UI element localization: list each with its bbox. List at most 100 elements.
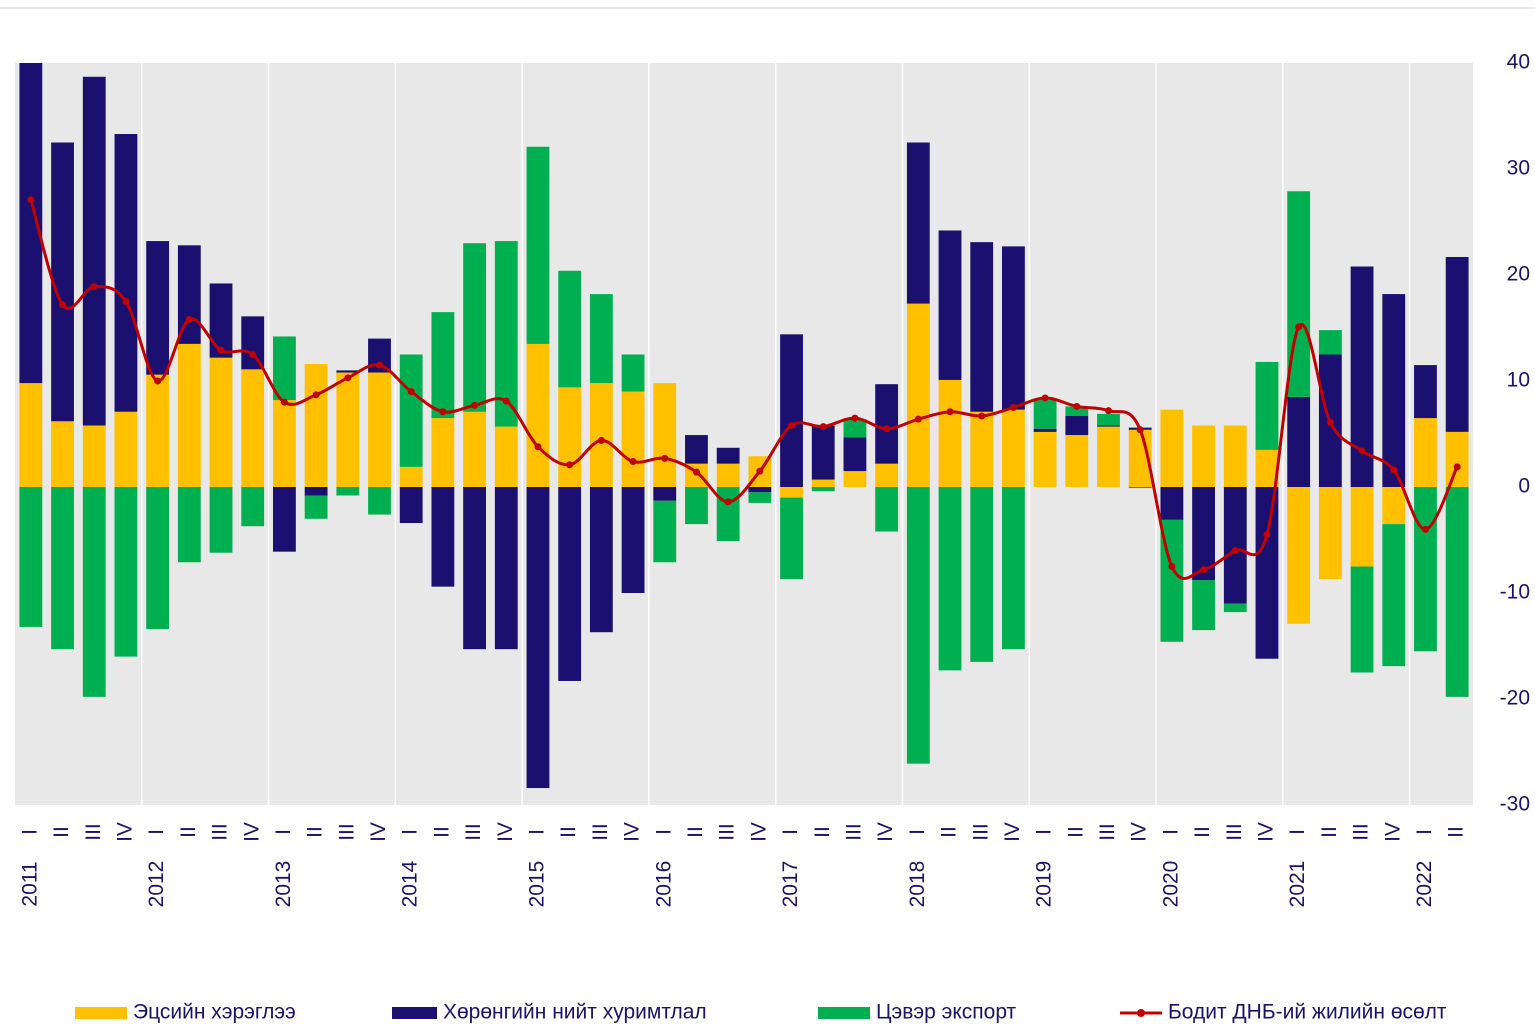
line-point: [90, 283, 98, 291]
bar: [82, 487, 106, 697]
line-point: [597, 436, 605, 444]
x-tick-label: II: [938, 826, 961, 838]
x-tick-label: I: [1159, 829, 1182, 835]
x-tick-label: III: [969, 823, 992, 841]
plot-area: [15, 63, 1473, 805]
bar: [1128, 487, 1152, 489]
bar: [1065, 406, 1089, 416]
bar: [780, 334, 803, 487]
bar: [51, 421, 74, 487]
bar: [82, 425, 106, 487]
x-group-label: 2017: [779, 861, 802, 908]
x-tick-label: II: [684, 826, 707, 838]
bar: [463, 243, 486, 412]
bar: [938, 230, 962, 380]
x-tick-label: I: [779, 829, 802, 835]
bar: [970, 411, 994, 487]
bar: [19, 383, 43, 487]
x-tick-label: I: [272, 829, 295, 835]
x-tick-label: II: [304, 826, 327, 838]
x-tick-label: IV: [1128, 822, 1151, 842]
bar: [1445, 487, 1469, 697]
bar: [938, 487, 962, 671]
bar: [209, 487, 233, 553]
x-group-label: 2018: [906, 861, 929, 908]
bar: [1223, 425, 1247, 487]
bar: [716, 487, 740, 542]
bar: [589, 294, 613, 384]
x-tick-label: IV: [1381, 822, 1404, 842]
bar: [241, 369, 265, 487]
line-point: [376, 361, 383, 369]
bar: [1033, 400, 1057, 429]
legend-swatch: [818, 1007, 870, 1019]
bar: [780, 487, 803, 498]
x-tick-label: II: [557, 826, 580, 838]
x-tick-label: III: [209, 823, 232, 841]
bar: [146, 241, 170, 375]
bar: [526, 343, 550, 487]
bar: [399, 354, 423, 467]
bar: [843, 419, 867, 438]
bar: [843, 437, 867, 472]
line-point: [217, 346, 225, 354]
x-tick-label: I: [526, 829, 549, 835]
bar: [1318, 330, 1342, 355]
bar: [114, 411, 138, 487]
x-tick-label: IV: [1001, 822, 1024, 842]
x-group-label: 2021: [1286, 861, 1309, 908]
x-group-label: 2020: [1159, 861, 1182, 908]
x-tick-label: IV: [367, 822, 390, 842]
bar: [558, 487, 582, 681]
x-tick-label: IV: [494, 822, 517, 842]
x-tick-label: III: [1350, 823, 1373, 841]
bar: [589, 487, 613, 633]
bar: [558, 270, 582, 388]
bar: [1350, 266, 1374, 487]
legend-label: Бодит ДНБ-ий жилийн өсөлт: [1168, 1001, 1447, 1024]
bar: [1065, 415, 1089, 436]
line-point: [1073, 402, 1081, 410]
line-point: [534, 443, 542, 451]
bar: [1192, 425, 1215, 487]
line-point: [851, 414, 859, 422]
bar: [653, 383, 677, 487]
line-point: [1041, 394, 1049, 402]
bar: [1255, 361, 1279, 450]
bar: [463, 487, 486, 650]
bar: [938, 379, 962, 487]
bar: [875, 487, 899, 532]
line-point: [946, 408, 954, 416]
x-tick-label: IV: [621, 822, 644, 842]
x-tick-label: II: [430, 826, 453, 838]
x-group-label: 2013: [272, 861, 295, 908]
bar: [526, 146, 550, 344]
bar: [241, 316, 265, 370]
x-group-label: 2011: [18, 861, 41, 906]
bar: [304, 364, 328, 487]
line-point: [629, 458, 637, 466]
line-point: [914, 415, 922, 423]
bar: [114, 134, 138, 412]
bar: [875, 463, 899, 487]
bar: [494, 426, 518, 487]
bar: [19, 63, 43, 384]
bar: [273, 400, 296, 487]
y-tick-label: 20: [1507, 263, 1530, 286]
line-point: [471, 401, 479, 409]
x-tick-label: II: [1318, 826, 1341, 838]
bar: [209, 357, 233, 487]
x-tick-label: IV: [240, 822, 263, 842]
y-tick-label: -10: [1500, 581, 1530, 604]
x-tick-label: II: [1445, 826, 1468, 838]
bar: [558, 387, 582, 487]
bar: [1382, 294, 1406, 487]
line-point: [756, 467, 764, 475]
line-point: [661, 454, 669, 462]
line-point: [566, 461, 574, 469]
bar: [716, 447, 740, 464]
bar: [304, 495, 328, 519]
bar: [241, 487, 265, 527]
bar: [843, 471, 867, 487]
bar: [1445, 431, 1469, 487]
